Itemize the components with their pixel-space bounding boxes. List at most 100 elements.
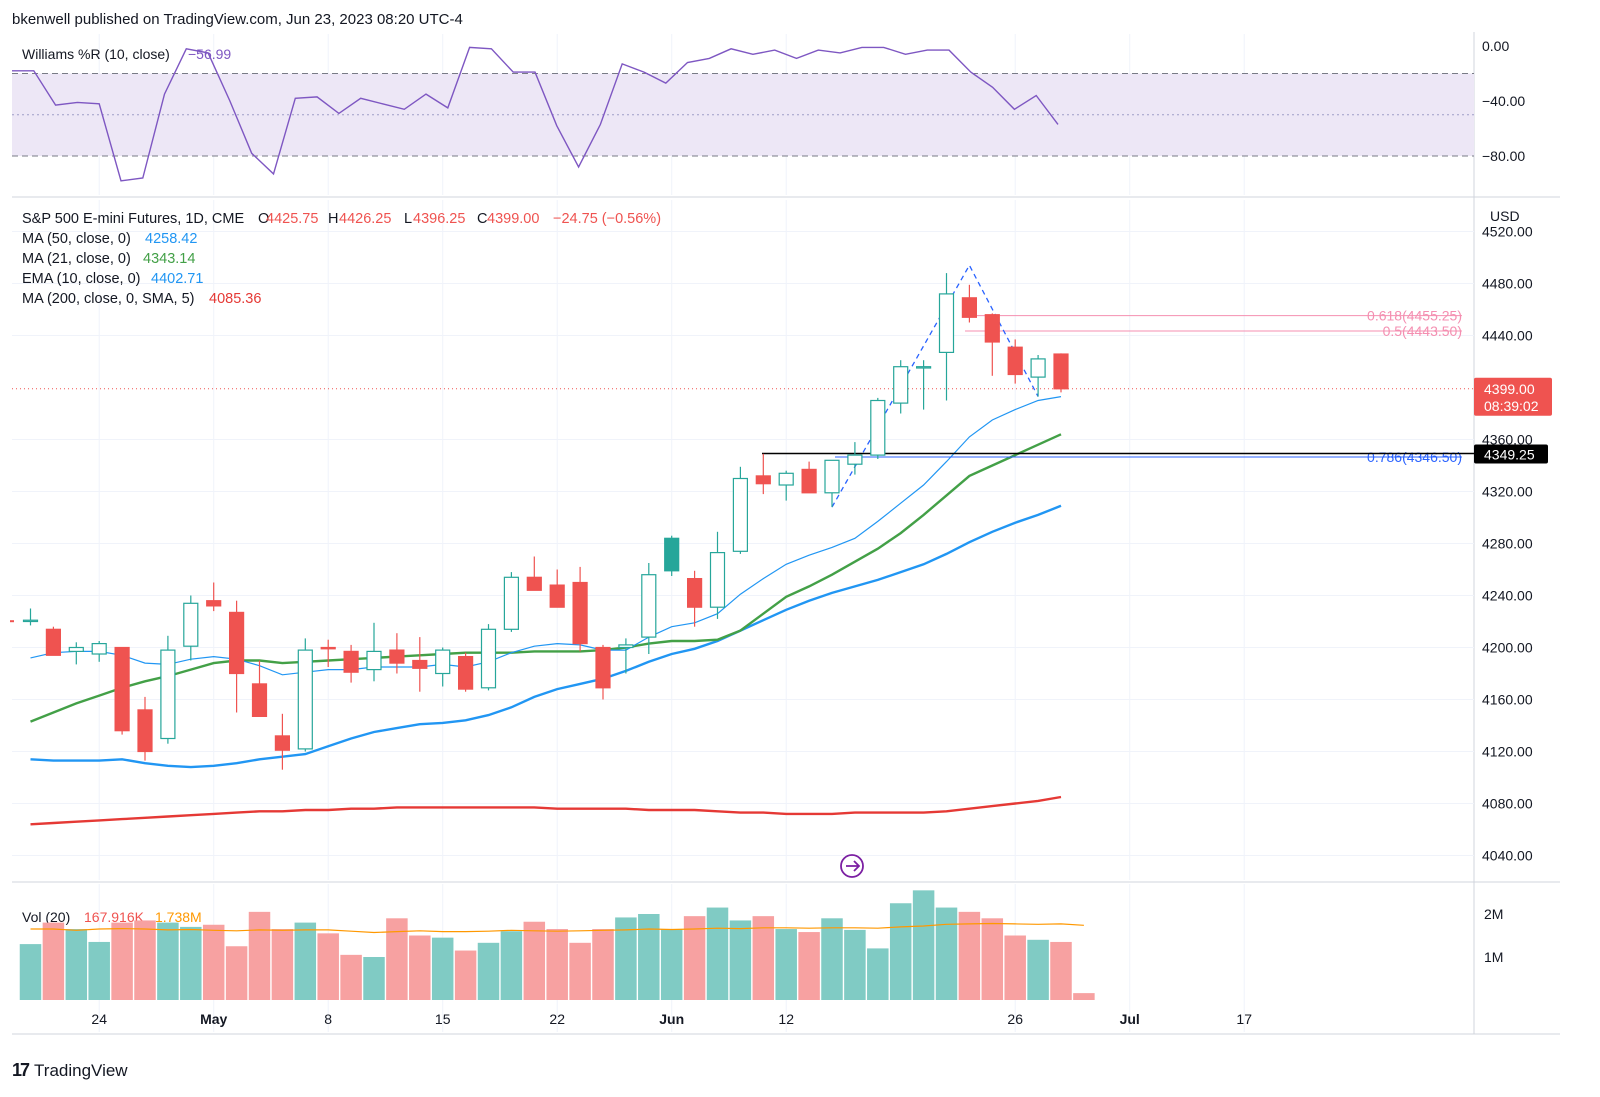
- candle: [641, 574, 657, 638]
- legend-indicator-label: MA (21, close, 0): [22, 251, 131, 267]
- candle: [526, 576, 542, 591]
- candle: [938, 293, 955, 353]
- volume-pane: Vol (20) 167.916K 1.738M 2M 1M: [19, 890, 1503, 1000]
- candle: [412, 659, 428, 669]
- last-price-badge: [1474, 377, 1552, 416]
- volume-bar: [1027, 939, 1049, 1000]
- williams-r-tick-label: 0.00: [1482, 38, 1509, 54]
- volume-bar: [752, 916, 775, 1000]
- volume-label: Vol (20): [22, 909, 70, 925]
- price-tick-label: 4240.00: [1482, 588, 1533, 604]
- volume-bar: [431, 937, 454, 1000]
- volume-bar: [317, 933, 339, 1000]
- time-tick-label: May: [200, 1011, 227, 1027]
- volume-bar: [65, 929, 88, 1000]
- legend-indicator-label: MA (200, close, 0, SMA, 5): [22, 291, 194, 307]
- volume-bar: [454, 950, 477, 1000]
- price-tick-label: 4040.00: [1482, 848, 1533, 864]
- price-tick-label: 4080.00: [1482, 796, 1533, 812]
- volume-bar: [729, 920, 752, 1000]
- publish-info: bkenwell published on TradingView.com, J…: [12, 11, 463, 28]
- fib-level-label: 0.5(4443.50): [1383, 323, 1462, 339]
- volume-value: 167.916K: [84, 909, 145, 925]
- candle: [480, 628, 497, 689]
- volume-bar: [1004, 935, 1026, 1000]
- candle: [68, 646, 84, 653]
- volume-bar: [134, 920, 156, 1000]
- jump-to-realtime-icon[interactable]: [840, 854, 864, 878]
- price-tick-label: 4360.00: [1482, 432, 1533, 448]
- volume-bar: [500, 931, 523, 1000]
- volume-bar: [157, 922, 179, 1000]
- legend-indicator-label: MA (50, close, 0): [22, 231, 131, 247]
- volume-bar: [798, 932, 820, 1000]
- legend-ohlc-o: 4425.75: [266, 211, 318, 227]
- volume-bar: [523, 921, 546, 1000]
- time-tick-label: 17: [1236, 1011, 1252, 1027]
- price-tick-label: 4280.00: [1482, 536, 1533, 552]
- legend-ohlc-l_label: L: [404, 211, 412, 227]
- candle: [1007, 346, 1023, 376]
- legend-symbol: S&P 500 E-mini Futures, 1D, CME: [22, 211, 244, 227]
- candle: [45, 628, 62, 656]
- candle: [984, 314, 1000, 343]
- volume-bar: [912, 890, 935, 1000]
- volume-bar: [958, 911, 981, 1000]
- level-label: 4349.25: [1484, 446, 1535, 462]
- volume-bar: [844, 929, 866, 1000]
- candle: [297, 649, 313, 750]
- volume-bar: [363, 957, 385, 1000]
- legend-ohlc-h_label: H: [328, 211, 338, 227]
- legend-ohlc-change: −24.75 (−0.56%): [553, 211, 661, 227]
- candle: [91, 642, 107, 655]
- legend-ohlc-h: 4426.25: [339, 211, 391, 227]
- price-tick-label: 4160.00: [1482, 692, 1533, 708]
- volume-bar: [592, 929, 614, 1000]
- volume-tick-label: 2M: [1484, 906, 1503, 922]
- candle: [801, 468, 817, 494]
- candle: [503, 576, 519, 630]
- volume-bar: [180, 926, 202, 1000]
- candle-countdown-label: 08:39:02: [1484, 398, 1539, 414]
- williams-r-tick-label: −80.00: [1482, 148, 1525, 164]
- volume-bar: [111, 922, 133, 1000]
- volume-ma-value: 1.738M: [155, 909, 202, 925]
- williams-r-value: −56.99: [188, 46, 231, 62]
- tradingview-footer: 17 TradingView: [12, 1060, 128, 1081]
- time-tick-label: 15: [435, 1011, 451, 1027]
- candle: [183, 602, 199, 647]
- price-axis: USD 4520.00 4480.00 4440.00 4360.00 4320.00 4…: [1474, 208, 1552, 864]
- volume-bar: [546, 929, 568, 1000]
- candle: [778, 472, 794, 486]
- volume-bar: [248, 911, 271, 1000]
- candle: [572, 581, 588, 645]
- volume-bar: [889, 903, 912, 1000]
- volume-bar: [935, 907, 958, 1000]
- chart-canvas[interactable]: Williams %R (10, close) −56.99 0.00 −40.0…: [0, 0, 1600, 1050]
- candle: [343, 650, 359, 673]
- currency-label: USD: [1490, 208, 1520, 224]
- candle: [274, 735, 290, 751]
- legend-ohlc-l: 4396.25: [413, 211, 465, 227]
- last-price-label: 4399.00: [1484, 381, 1535, 397]
- volume-bar: [271, 929, 294, 1000]
- candle: [595, 646, 611, 689]
- time-tick-label: 12: [778, 1011, 794, 1027]
- volume-bar: [386, 918, 408, 1000]
- candle: [206, 600, 222, 607]
- fib-level-label: 0.618(4455.25): [1367, 308, 1462, 324]
- price-tick-label: 4200.00: [1482, 640, 1533, 656]
- series-line-0: [30, 504, 1062, 769]
- chart-frame: [12, 32, 1560, 1035]
- fib-trend-line: [831, 263, 1039, 508]
- series-line-3: [30, 795, 1062, 826]
- candle: [160, 649, 176, 740]
- candle: [366, 650, 382, 671]
- series-line-2: [30, 396, 1062, 676]
- time-tick-label: 22: [549, 1011, 565, 1027]
- time-tick-label: 8: [324, 1011, 332, 1027]
- volume-bar: [409, 935, 431, 1000]
- legend-indicator-value: 4258.42: [145, 231, 197, 247]
- candle: [229, 611, 245, 675]
- series-line-1: [30, 433, 1062, 723]
